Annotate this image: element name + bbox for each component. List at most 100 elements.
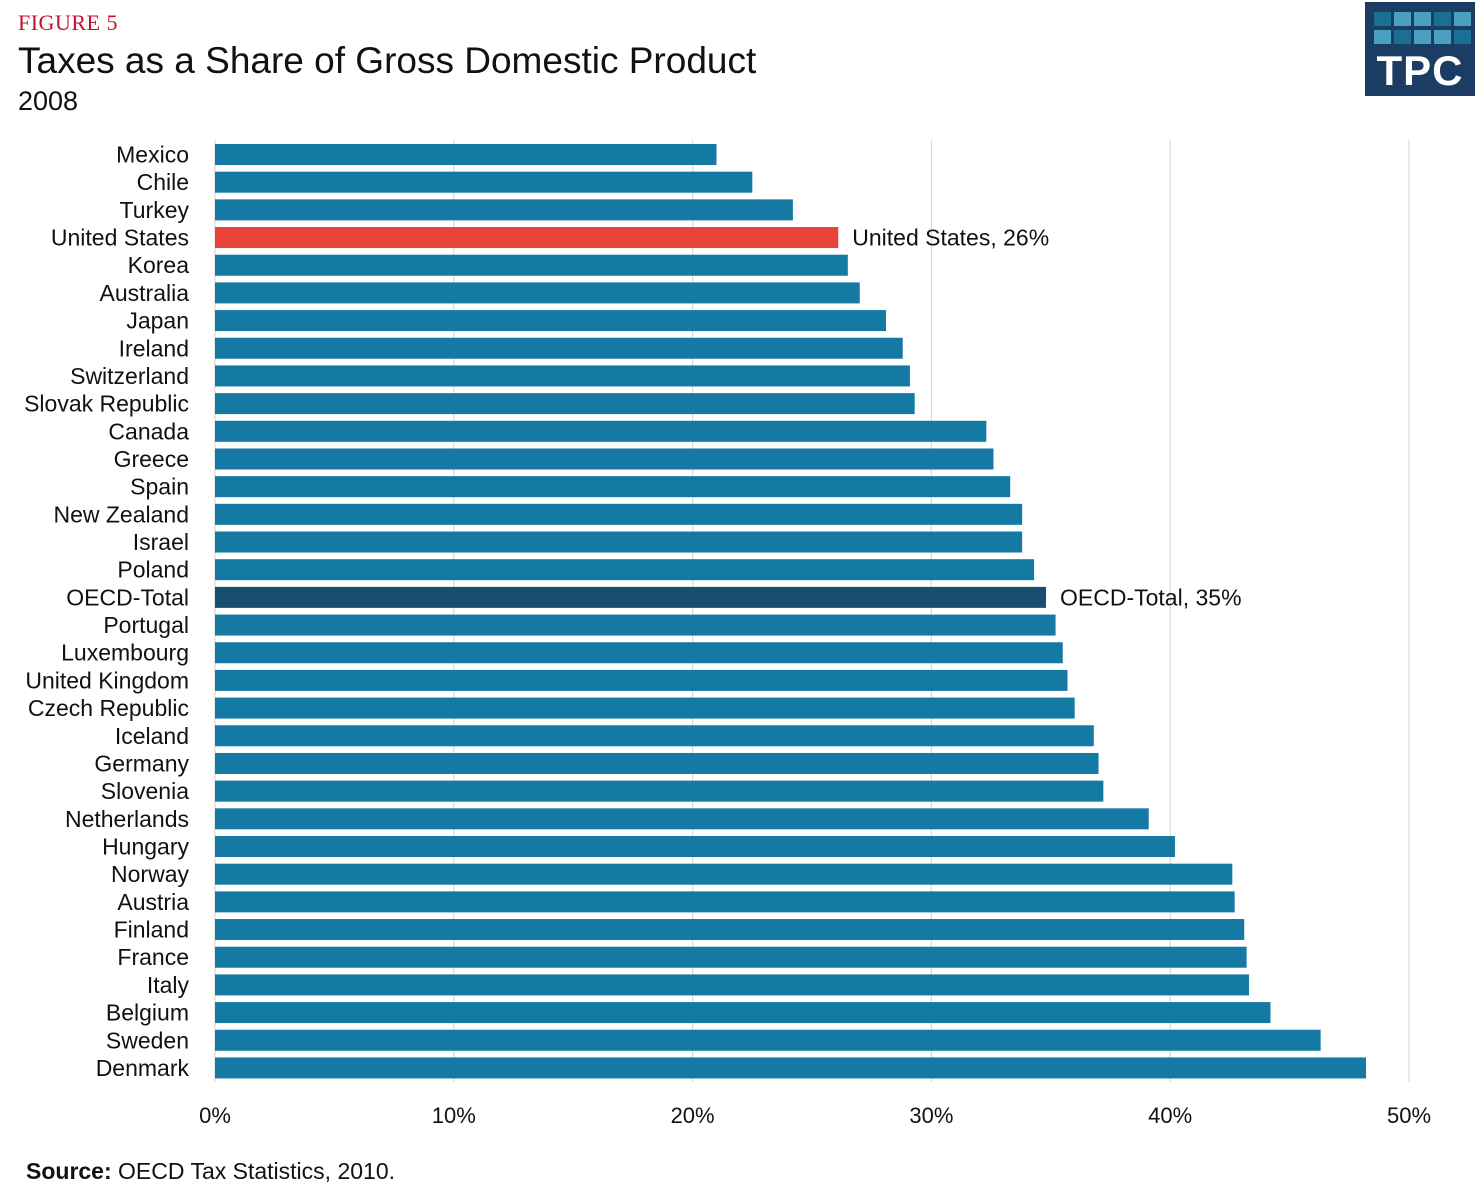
bar bbox=[215, 780, 1104, 802]
bar bbox=[215, 836, 1175, 857]
annotations-layer: United States, 26% OECD-Total, 35% bbox=[852, 225, 1241, 611]
category-label: Slovak Republic bbox=[24, 391, 189, 417]
bar-annotation: OECD-Total, 35% bbox=[1060, 584, 1242, 610]
source-text: OECD Tax Statistics, 2010. bbox=[111, 1158, 395, 1184]
bars-layer bbox=[215, 144, 1367, 1079]
category-label: Sweden bbox=[106, 1027, 189, 1053]
logo-square bbox=[1414, 12, 1431, 26]
bar bbox=[215, 669, 1068, 691]
bar bbox=[215, 282, 860, 304]
category-label: United Kingdom bbox=[25, 667, 189, 693]
bar bbox=[215, 919, 1245, 941]
bar bbox=[215, 503, 1023, 525]
chart-subtitle: 2008 bbox=[18, 86, 79, 116]
category-label: Portugal bbox=[103, 612, 189, 638]
category-label: Czech Republic bbox=[28, 695, 189, 721]
category-label: Turkey bbox=[120, 197, 190, 223]
bar bbox=[215, 420, 987, 442]
bar bbox=[215, 227, 839, 249]
x-tick-label: 0% bbox=[199, 1103, 231, 1128]
category-label: United States bbox=[51, 225, 189, 251]
category-label: Israel bbox=[133, 529, 189, 555]
logo-square bbox=[1414, 30, 1431, 44]
category-label: Japan bbox=[126, 308, 189, 334]
category-label: Greece bbox=[114, 446, 189, 472]
bar bbox=[215, 586, 1047, 608]
logo-square bbox=[1374, 30, 1391, 44]
bar bbox=[215, 531, 1023, 553]
x-tick-label: 30% bbox=[909, 1103, 953, 1128]
logo-square bbox=[1394, 30, 1411, 44]
x-tick-label: 10% bbox=[432, 1103, 476, 1128]
logo-square bbox=[1394, 12, 1411, 26]
category-label: Canada bbox=[108, 418, 189, 444]
category-label: Hungary bbox=[102, 834, 189, 860]
logo-square bbox=[1374, 12, 1391, 26]
x-tick-label: 40% bbox=[1148, 1103, 1192, 1128]
category-label: Poland bbox=[117, 557, 189, 583]
bar bbox=[215, 946, 1247, 968]
category-label: Luxembourg bbox=[61, 640, 189, 666]
bar bbox=[215, 199, 793, 221]
logo-square bbox=[1454, 12, 1471, 26]
grid-layer bbox=[214, 140, 1410, 1082]
category-label: Australia bbox=[100, 280, 190, 306]
x-tick-label: 20% bbox=[671, 1103, 715, 1128]
bar bbox=[215, 1057, 1367, 1079]
bar bbox=[215, 337, 903, 359]
bar bbox=[215, 559, 1035, 581]
x-tick-labels-layer: 0% 10% 20% 30% 40% 50% bbox=[199, 1103, 1431, 1128]
bar bbox=[215, 725, 1094, 747]
category-label: Spain bbox=[130, 474, 189, 500]
bar bbox=[215, 448, 994, 470]
bar bbox=[215, 697, 1075, 719]
category-label: Chile bbox=[137, 169, 189, 195]
source-note: Source: OECD Tax Statistics, 2010. bbox=[26, 1158, 395, 1185]
category-label: Ireland bbox=[119, 335, 189, 361]
category-label: Finland bbox=[114, 917, 189, 943]
bar bbox=[215, 254, 848, 276]
logo-square bbox=[1434, 12, 1451, 26]
category-label: Italy bbox=[147, 972, 190, 998]
category-label: Belgium bbox=[106, 1000, 189, 1026]
bar bbox=[215, 891, 1235, 913]
category-label: Mexico bbox=[116, 142, 189, 168]
bar bbox=[215, 808, 1149, 830]
bar bbox=[215, 642, 1063, 664]
bar bbox=[215, 144, 717, 165]
chart-title: Taxes as a Share of Gross Domestic Produ… bbox=[18, 40, 757, 81]
bar bbox=[215, 752, 1099, 774]
tpc-logo: TPC bbox=[1365, 2, 1475, 96]
bar-annotation: United States, 26% bbox=[852, 225, 1049, 251]
bar bbox=[215, 614, 1056, 636]
category-label: Korea bbox=[128, 252, 190, 278]
bar bbox=[215, 863, 1233, 885]
category-label: Switzerland bbox=[70, 363, 189, 389]
category-label: France bbox=[117, 944, 189, 970]
category-label: OECD-Total bbox=[66, 584, 189, 610]
category-label: Netherlands bbox=[65, 806, 189, 832]
category-label: Norway bbox=[111, 861, 189, 887]
x-tick-label: 50% bbox=[1387, 1103, 1431, 1128]
bar bbox=[215, 310, 887, 332]
figure-label: FIGURE 5 bbox=[18, 10, 118, 35]
category-label: Germany bbox=[94, 750, 189, 776]
bar bbox=[215, 476, 1011, 498]
bar bbox=[215, 365, 910, 387]
source-label: Source: bbox=[26, 1158, 112, 1184]
category-label: New Zealand bbox=[53, 501, 189, 527]
logo-square bbox=[1454, 30, 1471, 44]
bar bbox=[215, 1002, 1271, 1024]
category-label: Iceland bbox=[115, 723, 189, 749]
category-label: Slovenia bbox=[101, 778, 189, 804]
category-label: Denmark bbox=[96, 1055, 190, 1081]
bar bbox=[215, 974, 1250, 996]
category-label: Austria bbox=[117, 889, 189, 915]
bar bbox=[215, 393, 915, 415]
bar bbox=[215, 171, 753, 193]
logo-text: TPC bbox=[1376, 47, 1464, 94]
bar bbox=[215, 1029, 1321, 1051]
logo-square bbox=[1434, 30, 1451, 44]
